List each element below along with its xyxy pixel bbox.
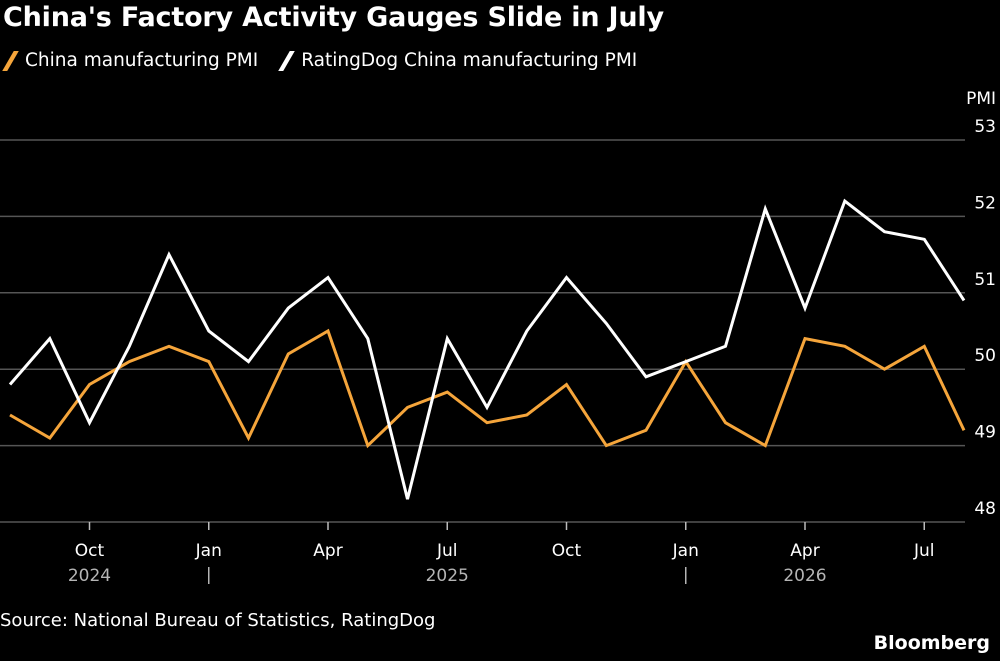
source-note: Source: National Bureau of Statistics, R… — [0, 610, 436, 631]
legend-label-ratingdog: RatingDog China manufacturing PMI — [301, 50, 638, 71]
y-tick-label-53: 53 — [974, 117, 996, 137]
year-label-2025: 2025 — [426, 566, 469, 586]
y-axis-label: PMI — [966, 89, 996, 109]
year-label-2024: 2024 — [68, 566, 111, 586]
brand-logo: Bloomberg — [873, 632, 990, 654]
x-tick-label: Jan — [672, 541, 699, 561]
x-tick-label: Jul — [913, 541, 935, 561]
legend-item-official: China manufacturing PMI — [0, 50, 258, 71]
x-tick-label: Oct — [552, 541, 582, 561]
x-tick-label: Jan — [195, 541, 222, 561]
x-tick-label: Jul — [436, 541, 458, 561]
y-tick-label-48: 48 — [974, 499, 996, 519]
x-tick-label: Apr — [313, 541, 342, 561]
legend: China manufacturing PMI RatingDog China … — [0, 50, 655, 71]
legend-item-ratingdog: RatingDog China manufacturing PMI — [276, 50, 637, 71]
series-line-official-pmi — [9, 328, 966, 449]
year-label-2026: 2026 — [783, 566, 826, 586]
y-tick-label-51: 51 — [974, 270, 996, 290]
x-tick-label: Oct — [75, 541, 105, 561]
y-tick-label-52: 52 — [974, 193, 996, 213]
line-chart: 48 49 50 51 52 53 PMI Oct Jan Apr Jul Oct Jan Apr Jul 2… — [0, 89, 996, 586]
series-line-ratingdog-pmi — [8, 198, 966, 500]
y-tick-label-50: 50 — [974, 346, 996, 366]
chart-title: China's Factory Activity Gauges Slide in… — [3, 2, 664, 33]
x-tick-label: Apr — [790, 541, 819, 561]
legend-label-official: China manufacturing PMI — [25, 50, 259, 71]
y-tick-label-49: 49 — [974, 423, 996, 443]
